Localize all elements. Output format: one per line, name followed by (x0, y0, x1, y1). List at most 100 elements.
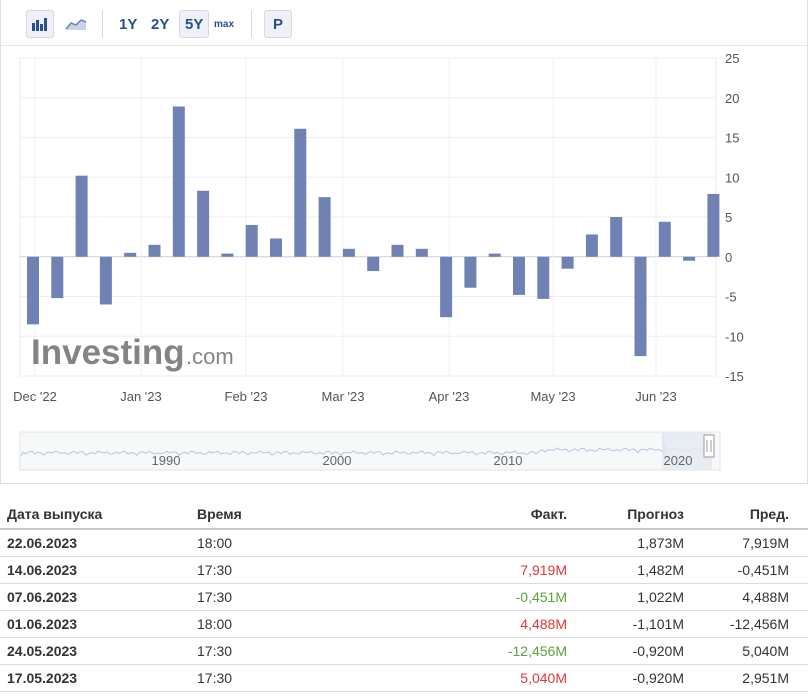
forecast-value: 1,022M (637, 589, 684, 605)
release-time: 17:30 (197, 670, 233, 686)
previous-value: 7,919M (742, 535, 789, 551)
previous-value: 4,488M (742, 589, 789, 605)
bar[interactable] (221, 253, 234, 257)
bar-chart: 25 20 15 10 5 0 -5 -10 -15 Dec '22 Jan '23 Feb '23… (13, 51, 744, 471)
y-tick-label: 10 (725, 170, 739, 185)
y-tick-label: -15 (725, 369, 744, 384)
bar[interactable] (537, 256, 550, 299)
bar-chart-icon[interactable] (26, 10, 54, 38)
forecast-value: -1,101M (632, 616, 684, 632)
actual-value: -12,456M (507, 643, 567, 659)
table-row: 01.06.2023 18:00 4,488M -1,101M -12,456M (0, 611, 808, 638)
bar[interactable] (440, 256, 453, 318)
y-tick-label: 5 (725, 210, 732, 225)
navigator-year-label: 1990 (152, 453, 181, 468)
table-header: Дата выпуска Время Факт. Прогноз Пред. (0, 500, 808, 530)
forecast-value: 1,873M (637, 535, 684, 551)
release-time: 17:30 (197, 562, 233, 578)
release-date: 14.06.2023 (7, 562, 78, 578)
bar[interactable] (367, 256, 380, 272)
y-tick-label: 15 (725, 131, 739, 146)
bar[interactable] (99, 256, 112, 305)
bar[interactable] (391, 244, 404, 257)
bar[interactable] (245, 224, 258, 257)
p-button[interactable]: P (264, 10, 292, 38)
release-time: 17:30 (197, 589, 233, 605)
bar[interactable] (27, 256, 39, 325)
release-time: 18:00 (197, 535, 233, 551)
navigator-year-label: 2000 (323, 453, 352, 468)
table-row: 07.06.2023 17:30 -0,451M 1,022M 4,488M (0, 584, 808, 611)
table-row: 14.06.2023 17:30 7,919M 1,482M -0,451M (0, 557, 808, 584)
time-navigator[interactable]: 1990 2000 2010 2020 (19, 431, 721, 471)
bar[interactable] (561, 256, 574, 269)
actual-value: 7,919M (520, 562, 567, 578)
x-tick-label: Jan '23 (120, 389, 162, 404)
navigator-handle[interactable] (703, 434, 715, 458)
bar[interactable] (172, 106, 185, 257)
y-tick-label: -5 (725, 290, 737, 305)
bar[interactable] (294, 128, 307, 257)
bar[interactable] (51, 256, 64, 299)
header-actual[interactable]: Факт. (530, 506, 567, 522)
release-date: 07.06.2023 (7, 589, 78, 605)
release-date: 24.05.2023 (7, 643, 78, 659)
header-time[interactable]: Время (197, 506, 242, 522)
previous-value: 2,951M (742, 670, 789, 686)
watermark-brand: Investing (31, 333, 185, 372)
bar[interactable] (513, 256, 525, 295)
bar[interactable] (634, 256, 647, 357)
actual-value: 4,488M (520, 616, 567, 632)
y-tick-label: -10 (725, 329, 744, 344)
bar[interactable] (488, 253, 501, 257)
chart-panel: 1Y 2Y 5Y max P 25 20 15 10 5 0 -5 -10 -15 Dec '2… (0, 0, 808, 484)
bar[interactable] (148, 244, 161, 257)
range-5y-button[interactable]: 5Y (179, 10, 210, 38)
table-row: 17.05.2023 17:30 5,040M -0,920M 2,951M (0, 665, 808, 692)
history-table: Дата выпуска Время Факт. Прогноз Пред. 2… (0, 500, 808, 692)
x-tick-label: Dec '22 (13, 389, 57, 404)
bar[interactable] (585, 234, 598, 257)
toolbar-divider (102, 10, 103, 38)
header-date[interactable]: Дата выпуска (7, 506, 103, 522)
range-2y-button[interactable]: 2Y (151, 15, 170, 33)
bar[interactable] (342, 248, 355, 257)
x-tick-label: May '23 (530, 389, 575, 404)
forecast-value: 1,482M (637, 562, 684, 578)
bar[interactable] (124, 252, 137, 257)
bar[interactable] (197, 190, 210, 257)
x-tick-label: Feb '23 (225, 389, 268, 404)
bar[interactable] (318, 197, 331, 257)
bar[interactable] (75, 175, 88, 257)
header-previous[interactable]: Пред. (749, 506, 789, 522)
toolbar-divider (251, 10, 252, 38)
forecast-value: -0,920M (632, 670, 684, 686)
release-date: 17.05.2023 (7, 670, 78, 686)
forecast-value: -0,920M (632, 643, 684, 659)
release-date: 01.06.2023 (7, 616, 78, 632)
bar[interactable] (610, 217, 623, 257)
bar[interactable] (270, 238, 282, 257)
y-tick-label: 20 (725, 91, 739, 106)
range-1y-button[interactable]: 1Y (119, 15, 138, 33)
actual-value: 5,040M (520, 670, 567, 686)
bar[interactable] (683, 256, 696, 261)
investing-watermark: Investing .com (31, 333, 234, 372)
x-tick-label: Mar '23 (322, 389, 365, 404)
bar[interactable] (464, 256, 477, 288)
area-chart-icon[interactable] (62, 10, 90, 38)
table-row: 24.05.2023 17:30 -12,456M -0,920M 5,040M (0, 638, 808, 665)
previous-value: 5,040M (742, 643, 789, 659)
chart-toolbar: 1Y 2Y 5Y max P (1, 0, 807, 46)
release-time: 18:00 (197, 616, 233, 632)
bar[interactable] (658, 221, 671, 257)
navigator-year-label: 2020 (664, 453, 693, 468)
navigator-year-label: 2010 (494, 453, 523, 468)
header-forecast[interactable]: Прогноз (627, 506, 684, 522)
range-max-button[interactable]: max (214, 18, 235, 30)
x-tick-label: Apr '23 (429, 389, 470, 404)
bar[interactable] (707, 193, 720, 257)
table-row: 22.06.2023 18:00 1,873M 7,919M (0, 530, 808, 557)
bar[interactable] (415, 248, 428, 257)
actual-value: -0,451M (515, 589, 567, 605)
